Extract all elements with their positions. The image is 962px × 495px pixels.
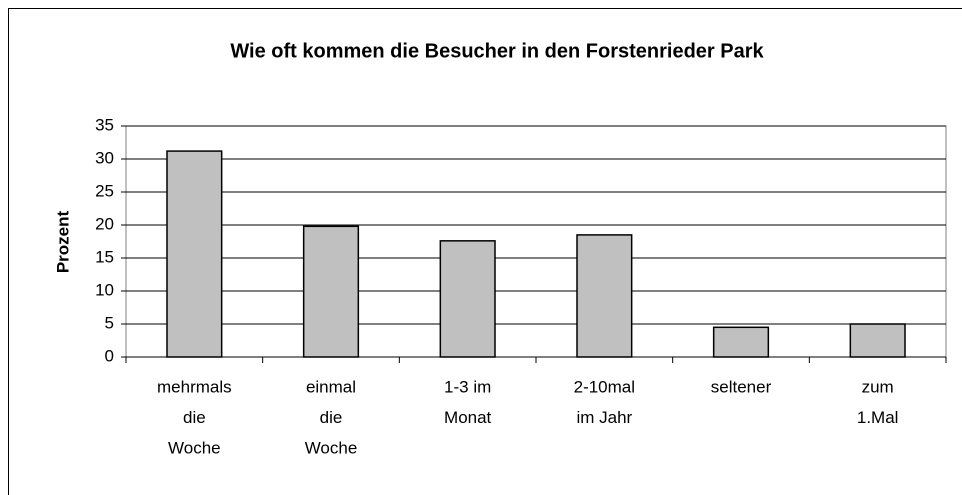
x-tick-label: im Jahr (576, 408, 632, 427)
x-tick-label: zum (862, 377, 894, 396)
y-tick-label: 5 (105, 313, 114, 332)
x-tick-label: 2-10mal (574, 377, 635, 396)
y-tick-label: 10 (95, 280, 114, 299)
y-tick-label: 0 (105, 346, 114, 365)
y-axis-label: Prozent (53, 210, 72, 273)
y-tick-label: 25 (95, 181, 114, 200)
x-tick-label: einmal (306, 377, 356, 396)
x-tick-label: Woche (168, 438, 221, 457)
bar (302, 225, 360, 358)
y-tick-label: 20 (95, 214, 114, 233)
chart-title: Wie oft kommen die Besucher in den Forst… (230, 40, 764, 62)
x-tick-label: mehrmals (157, 377, 232, 396)
bar (576, 234, 633, 358)
x-tick-label: seltener (711, 377, 772, 396)
y-tick-label: 30 (95, 148, 114, 167)
x-tick-label: 1-3 im (444, 377, 491, 396)
x-tick-label: Woche (305, 438, 358, 457)
bar (849, 323, 906, 358)
bar (166, 150, 223, 358)
x-tick-label: Monat (444, 408, 492, 427)
bar (439, 240, 496, 358)
y-tick-label: 35 (95, 115, 114, 134)
x-tick-label: die (183, 408, 206, 427)
bar (712, 326, 770, 358)
x-tick-label: 1.Mal (857, 408, 899, 427)
x-tick-label: die (320, 408, 343, 427)
y-tick-label: 15 (95, 247, 114, 266)
